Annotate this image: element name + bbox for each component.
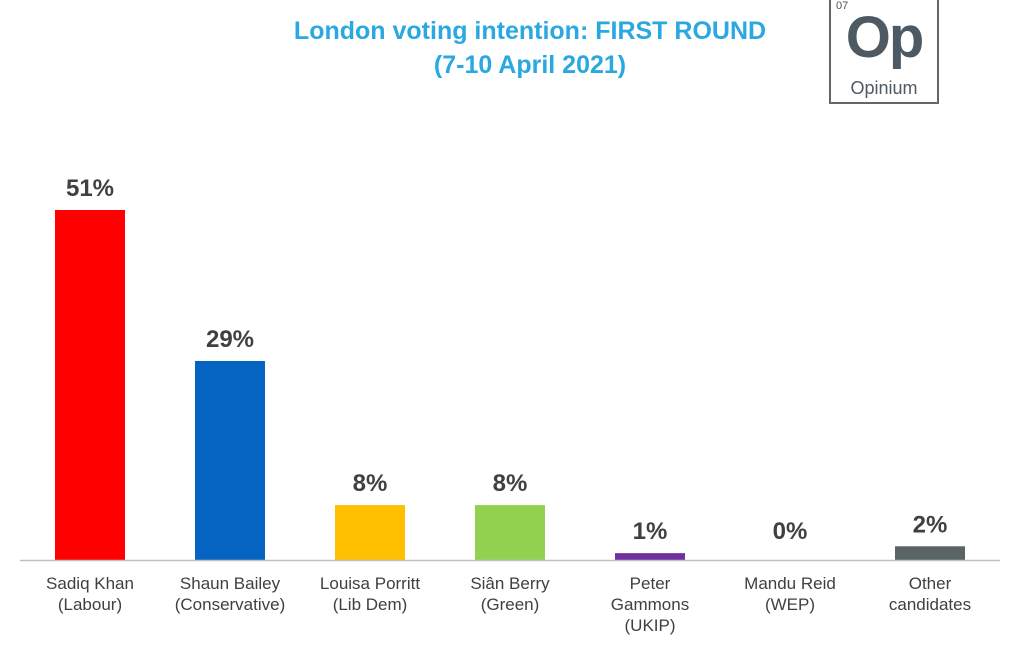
category-label: Other candidates (889, 574, 971, 614)
bar (475, 505, 545, 560)
data-label: 0% (773, 518, 808, 545)
chart-subtitle: (7-10 April 2021) (433, 51, 627, 79)
data-label: 51% (66, 175, 114, 202)
chart-title: London voting intention: FIRST ROUND (293, 17, 767, 45)
bar (895, 546, 965, 560)
category-label: Peter Gammons (UKIP) (611, 574, 689, 635)
data-label: 2% (913, 511, 948, 538)
logo-symbol: Op (845, 5, 925, 70)
bar (615, 553, 685, 560)
category-label: Louisa Porritt (Lib Dem) (320, 574, 420, 614)
category-label: Shaun Bailey (Conservative) (175, 574, 286, 614)
data-label: 29% (206, 326, 254, 353)
category-label: Siân Berry (Green) (470, 574, 550, 614)
logo-name: Opinium (850, 78, 918, 98)
category-label: Sadiq Khan (Labour) (46, 574, 134, 614)
data-label: 1% (633, 518, 668, 545)
category-label: Mandu Reid (WEP) (744, 574, 836, 614)
data-label: 8% (353, 470, 388, 497)
logo-number: 07 (836, 0, 849, 12)
bar (55, 210, 125, 560)
bar (195, 360, 265, 560)
data-label: 8% (493, 470, 528, 497)
bar (335, 505, 405, 560)
opinium-logo: 07 Op Opinium (829, 0, 939, 104)
